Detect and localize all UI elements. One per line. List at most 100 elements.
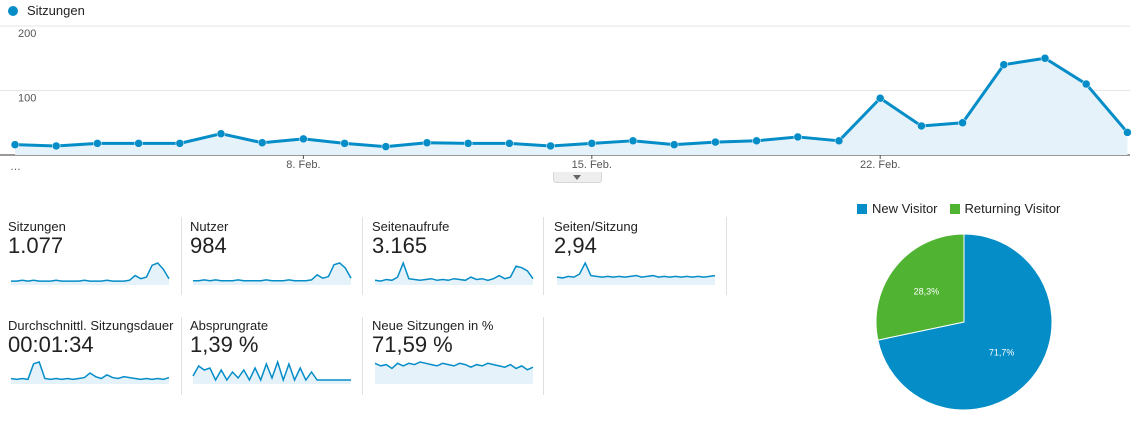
sparkline-area — [557, 263, 715, 285]
data-point[interactable] — [1040, 54, 1050, 63]
data-point[interactable] — [711, 137, 720, 147]
sparkline-line — [374, 361, 534, 371]
data-point[interactable] — [51, 141, 61, 151]
tile-separator — [543, 217, 544, 295]
data-point[interactable] — [175, 139, 185, 148]
legend-swatch-returning — [949, 203, 960, 214]
pie-slice[interactable] — [875, 233, 965, 341]
legend-label: Sitzungen — [27, 3, 85, 18]
metric-value: 1.077 — [8, 233, 64, 258]
tile-separator — [726, 217, 727, 295]
pie-legend-item-new[interactable]: New Visitor — [857, 201, 938, 216]
data-point[interactable] — [958, 118, 967, 127]
sparkline-line — [10, 361, 170, 381]
metric-tile[interactable]: Sitzungen 1.077 — [8, 219, 178, 296]
pie-slice-label: 71,7% — [989, 347, 1015, 357]
metric-tile[interactable]: Neue Sitzungen in % 71,59 % — [372, 318, 542, 395]
data-point[interactable] — [422, 138, 432, 147]
metric-tile[interactable]: Seiten/Sitzung 2,94 — [554, 219, 724, 296]
tile-separator — [181, 317, 182, 395]
data-point[interactable] — [134, 139, 143, 148]
metric-sparkline — [374, 260, 534, 285]
metric-tile[interactable]: Seitenaufrufe 3.165 — [372, 219, 542, 296]
data-point[interactable] — [257, 138, 267, 147]
data-point[interactable] — [752, 136, 761, 146]
pie-slice-label: 28,3% — [914, 287, 940, 297]
y-axis-ticks: 100 200 — [18, 28, 36, 105]
metric-label: Absprungrate — [190, 318, 269, 333]
legend-dot-icon — [8, 5, 18, 16]
data-point[interactable] — [505, 139, 514, 148]
data-point[interactable] — [10, 140, 20, 149]
pie-legend-label-returning: Returning Visitor — [964, 201, 1061, 216]
sessions-line-chart: 100 200 … 8. Feb. 15. Feb. 22. Feb. — [0, 25, 1132, 173]
chevron-down-icon — [573, 175, 581, 180]
expand-chart-button[interactable] — [553, 172, 602, 183]
data-point[interactable] — [463, 139, 473, 148]
data-point[interactable] — [93, 139, 102, 148]
metric-sparkline — [556, 261, 716, 285]
data-point[interactable] — [340, 139, 349, 148]
series-area — [14, 56, 1129, 155]
tile-separator — [181, 217, 182, 295]
pie-slice[interactable] — [877, 233, 1053, 411]
sparkline-line — [11, 262, 170, 282]
metric-tile[interactable]: Absprungrate 1,39 % — [190, 318, 360, 395]
pie-legend-item-returning[interactable]: Returning Visitor — [949, 201, 1061, 216]
data-point[interactable] — [793, 132, 803, 142]
data-point[interactable] — [669, 140, 679, 149]
y-tick-label: 200 — [18, 28, 36, 40]
data-point[interactable] — [381, 142, 391, 151]
metric-value: 2,94 — [554, 233, 597, 258]
metric-value: 3.165 — [372, 233, 428, 258]
metric-sparkline — [374, 361, 534, 384]
visitor-pie-chart: 71,7% 28,3% — [875, 233, 1053, 411]
x-tick-label: 15. Feb. — [572, 159, 612, 171]
sparkline-line — [556, 261, 716, 279]
data-point[interactable] — [587, 139, 597, 148]
pie-legend: New Visitor Returning Visitor — [857, 201, 1072, 216]
x-axis-ticks: … 8. Feb. 15. Feb. 22. Feb. — [10, 155, 900, 173]
sparkline-line — [192, 359, 351, 383]
data-point[interactable] — [1123, 128, 1132, 137]
metric-label: Nutzer — [190, 219, 229, 234]
tile-separator — [362, 217, 363, 295]
metric-value: 00:01:34 — [8, 332, 94, 357]
sparkline-area — [375, 362, 533, 384]
metric-label: Durchschnittl. Sitzungsdauer — [8, 318, 174, 333]
metric-value: 71,59 % — [372, 332, 453, 357]
metric-sparkline — [10, 361, 170, 384]
metric-sparkline — [193, 262, 352, 285]
data-point[interactable] — [834, 136, 844, 146]
legend-swatch-new — [857, 203, 867, 214]
sparkline-area — [193, 263, 351, 285]
series-line — [14, 56, 1129, 149]
data-point[interactable] — [917, 121, 926, 131]
metric-label: Seiten/Sitzung — [554, 219, 638, 234]
x-tick-label: … — [10, 161, 21, 173]
data-point[interactable] — [216, 129, 226, 138]
data-point[interactable] — [628, 136, 638, 146]
sparkline-line — [374, 260, 534, 282]
data-point[interactable] — [875, 93, 885, 103]
x-tick-label: 22. Feb. — [860, 159, 900, 171]
metric-tile[interactable]: Durchschnittl. Sitzungsdauer 00:01:34 — [8, 318, 178, 395]
metric-value: 1,39 % — [190, 332, 259, 357]
tile-separator — [362, 317, 363, 395]
tile-separator — [543, 317, 544, 395]
data-point[interactable] — [299, 134, 308, 144]
y-tick-label: 100 — [18, 93, 36, 105]
series-points[interactable] — [10, 54, 1132, 151]
data-point[interactable] — [546, 141, 555, 151]
metric-sparkline — [192, 359, 351, 384]
metric-tile[interactable]: Nutzer 984 — [190, 219, 360, 296]
metric-sparkline — [11, 262, 170, 285]
data-point[interactable] — [999, 60, 1009, 69]
pie-legend-label-new: New Visitor — [872, 201, 938, 216]
data-point[interactable] — [1081, 79, 1091, 89]
metric-label: Neue Sitzungen in % — [372, 318, 494, 333]
metric-label: Seitenaufrufe — [372, 219, 450, 234]
chart-legend[interactable]: Sitzungen — [8, 3, 85, 18]
metric-value: 984 — [190, 233, 227, 258]
metric-label: Sitzungen — [8, 219, 66, 234]
